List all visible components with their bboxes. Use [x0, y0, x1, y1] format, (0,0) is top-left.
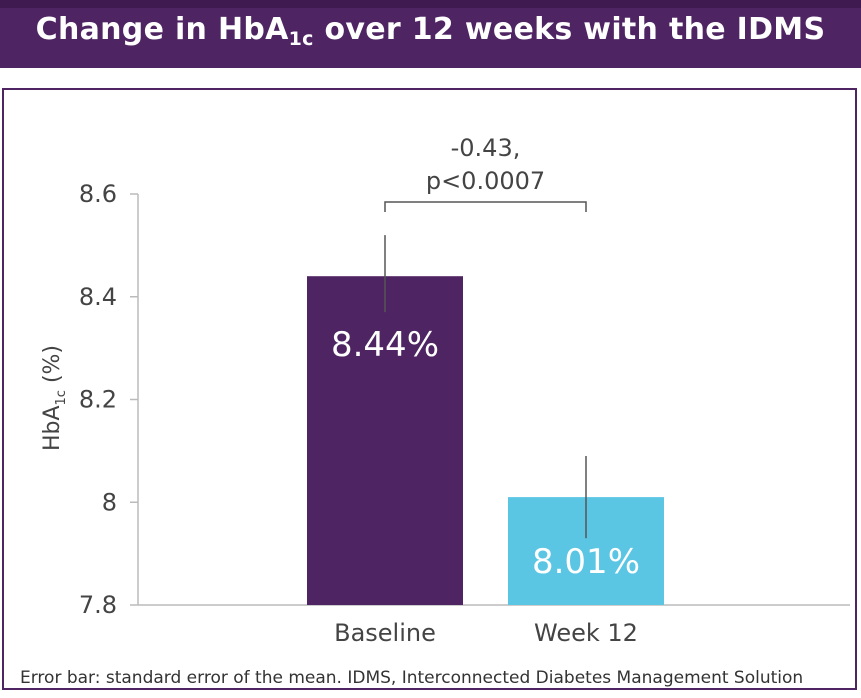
y-axis: 7.8 8 8.2 8.4 8.6 [79, 180, 850, 619]
y-tick-label: 7.8 [79, 591, 117, 619]
title-subscript: 1c [288, 28, 314, 50]
chart-frame [2, 88, 857, 690]
y-tick-label: 8.4 [79, 283, 117, 311]
chart-title: Change in HbA1c over 12 weeks with the I… [0, 12, 861, 50]
y-axis-label: HbA1c (%) [40, 345, 69, 451]
annotation-pvalue: p<0.0007 [426, 167, 545, 195]
footnote: Error bar: standard error of the mean. I… [20, 668, 804, 688]
significance-bracket [384, 201, 587, 212]
y-tick-label: 8.2 [79, 386, 117, 414]
bars [307, 276, 664, 605]
significance-annotation: -0.43, p<0.0007 [384, 134, 587, 212]
x-tick-label: Week 12 [534, 619, 638, 647]
x-tick-label: Baseline [334, 619, 436, 647]
title-rest: over 12 weeks with the IDMS [313, 12, 826, 47]
bar-value-label: 8.01% [532, 542, 640, 582]
error-bars [384, 235, 587, 539]
labels: 8.44% Baseline 8.01% Week 12 [331, 325, 640, 647]
ylabel-sub: 1c [54, 390, 69, 405]
title-topline [0, 0, 861, 8]
annotation-difference: -0.43, [451, 134, 521, 162]
y-tick-label: 8 [102, 488, 117, 516]
ylabel-main: HbA [40, 405, 65, 451]
y-tick-label: 8.6 [79, 180, 117, 208]
ylabel-unit: (%) [40, 345, 65, 390]
title-bar: Change in HbA1c over 12 weeks with the I… [0, 0, 861, 68]
bar-baseline [307, 276, 463, 605]
title-main: Change in HbA [35, 12, 289, 47]
bar-value-label: 8.44% [331, 325, 439, 365]
